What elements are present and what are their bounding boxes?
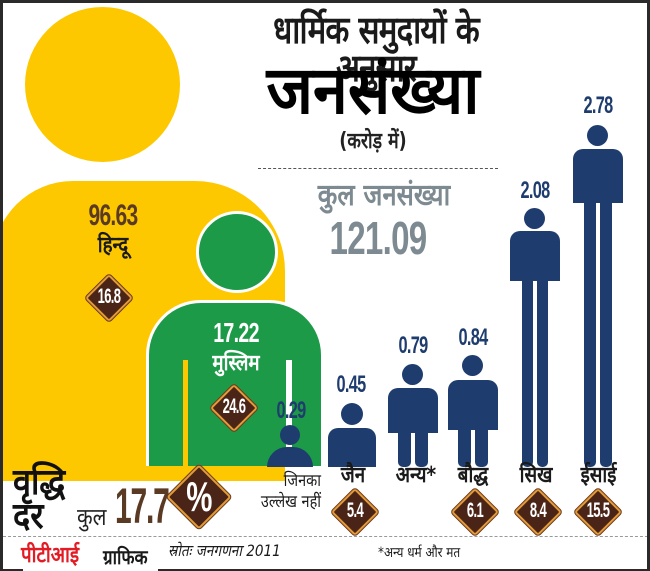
figure-head [524, 208, 545, 229]
figure-torso [388, 388, 438, 433]
unspecified-label: जिनका उल्लेख नहीं [253, 471, 321, 514]
growth-label-line2: दर [13, 496, 44, 537]
buddhist-population: 0.84 [458, 324, 488, 351]
buddhist-label: बौद्ध [457, 463, 489, 488]
figure-leg-right [537, 278, 548, 467]
figure-leg-left [584, 199, 596, 467]
unspecified-label-line1: जिनका [283, 471, 321, 491]
sikh-figure [510, 208, 560, 467]
figure-leg-right [415, 430, 428, 467]
hindu-population: 96.63 [88, 199, 138, 232]
christian-population: 2.78 [583, 92, 613, 119]
hindu-growth-badge: 16.8 [84, 273, 134, 323]
jain-figure [327, 403, 377, 467]
unspecified-figure [265, 425, 315, 467]
muslim-growth-value: 24.6 [222, 395, 246, 418]
christian-growth-value: 15.5 [586, 499, 610, 522]
total-label: कुल जनसंख्या [317, 178, 451, 213]
jain-label: जैन [340, 463, 366, 488]
figure-torso [267, 447, 313, 467]
figure-torso [448, 380, 498, 430]
buddhist-growth-badge: 6.1 [450, 487, 500, 537]
figure-head [402, 364, 423, 385]
muslim-label: मुस्लिम [212, 351, 260, 376]
muslim-arm-gap-left [183, 360, 188, 466]
hindu-label: हिन्दू [97, 233, 129, 258]
title-divider [258, 168, 498, 169]
sikh-label: सिख [519, 463, 553, 488]
figure-leg-left [522, 278, 533, 467]
christian-figure [573, 125, 623, 467]
figure-leg-right [600, 199, 612, 467]
bottom-border-left [3, 569, 23, 571]
sikh-population: 2.08 [520, 177, 550, 204]
figure-torso [573, 149, 623, 203]
jain-growth-value: 5.4 [346, 499, 364, 522]
figure-leg-right [475, 427, 488, 467]
other-label: अन्य* [395, 463, 437, 488]
other-population: 0.79 [398, 332, 428, 359]
percent-badge: % [166, 464, 232, 530]
bottom-divider [3, 536, 647, 537]
figure-head [462, 355, 483, 376]
jain-population: 0.45 [336, 371, 366, 398]
footer-source: स्रोतः जनगणना 2011 [168, 541, 281, 560]
growth-total-label: कुल [77, 503, 107, 531]
sikh-growth-value: 8.4 [529, 499, 547, 522]
muslim-figure-head [196, 211, 278, 293]
buddhist-figure [448, 355, 498, 467]
figure-torso [328, 428, 376, 467]
total-value: 121.09 [329, 212, 428, 264]
figure-leg-left [398, 430, 411, 467]
footer-note: *अन्य धर्म और मत [378, 545, 461, 561]
sikh-growth-badge: 8.4 [513, 487, 563, 537]
muslim-arm-gap-right [286, 360, 292, 466]
growth-total-value: 17.7 [115, 478, 170, 534]
footer-brand: पीटीआई [21, 543, 80, 568]
figure-leg-left [458, 427, 471, 467]
christian-label: ईसाई [580, 463, 617, 488]
figure-head [341, 403, 363, 425]
christian-growth-badge: 15.5 [573, 487, 623, 537]
muslim-population: 17.22 [213, 317, 259, 348]
jain-growth-badge: 5.4 [330, 487, 380, 537]
unit-label: (करोड़ में) [339, 129, 407, 154]
title-line2: जनसंख्या [266, 52, 480, 129]
unspecified-population: 0.29 [276, 397, 306, 424]
unspecified-label-line2: उल्लेख नहीं [260, 492, 321, 513]
buddhist-growth-value: 6.1 [466, 499, 484, 522]
figure-torso [510, 231, 560, 281]
bottom-border-right [158, 569, 647, 571]
other-figure [388, 364, 438, 467]
figure-head [587, 125, 608, 146]
title-line1: धार्मिक समुदायों के अनुसार [273, 8, 480, 90]
growth-label-line1: वृद्धि [13, 462, 66, 503]
footer-graphic-label: ग्राफिक [103, 545, 148, 569]
hindu-growth-value: 16.8 [97, 285, 121, 308]
percent-symbol: % [186, 473, 212, 520]
figure-head [280, 425, 300, 445]
hindu-figure-head [25, 7, 180, 162]
muslim-growth-badge: 24.6 [209, 383, 259, 433]
